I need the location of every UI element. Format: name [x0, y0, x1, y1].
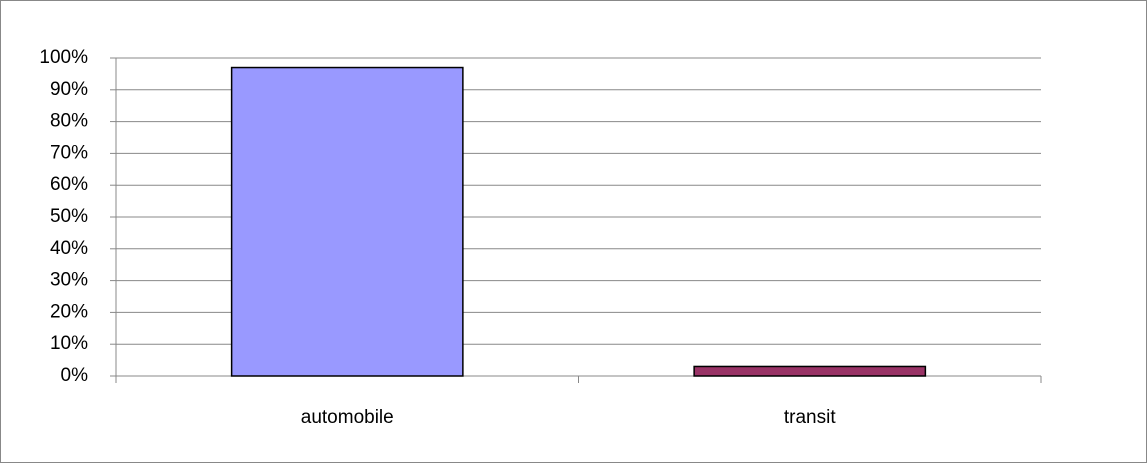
y-tick-label: 80%	[50, 111, 88, 132]
y-tick-label: 40%	[50, 238, 88, 259]
y-tick-label: 100%	[39, 47, 88, 68]
y-tick-label: 70%	[50, 142, 88, 163]
x-tick-label: transit	[784, 407, 836, 428]
bar	[230, 66, 464, 377]
y-tick-label: 90%	[50, 79, 88, 100]
y-tick-label: 30%	[50, 270, 88, 291]
y-tick-label: 20%	[50, 301, 88, 322]
y-tick-label: 10%	[50, 333, 88, 354]
y-tick-label: 60%	[50, 174, 88, 195]
x-tick-label: automobile	[301, 407, 394, 428]
y-tick-label: 0%	[61, 365, 89, 386]
y-tick-label: 50%	[50, 206, 88, 227]
bar	[693, 365, 927, 377]
